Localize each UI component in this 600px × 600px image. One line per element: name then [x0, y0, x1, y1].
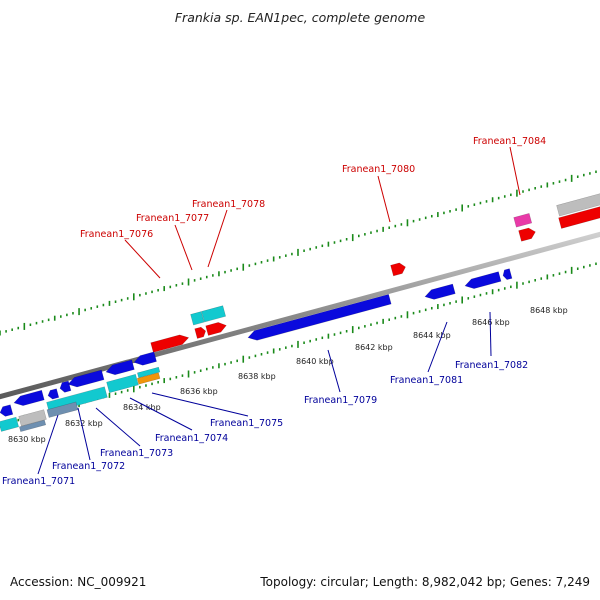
gene-7077[interactable]: [190, 311, 205, 326]
leader-line: [427, 321, 448, 373]
gene-7071b[interactable]: [47, 388, 60, 400]
scale-label: 8648 kbp: [530, 306, 568, 315]
gene-features[interactable]: [0, 192, 600, 432]
leader-line: [124, 239, 161, 279]
gene-7082b[interactable]: [502, 268, 513, 281]
gene-label-7074[interactable]: Franean1_7074: [155, 433, 228, 444]
gene-7074[interactable]: [133, 351, 157, 367]
leader-line: [327, 349, 341, 393]
gene-label-7081[interactable]: Franean1_7081: [390, 375, 463, 386]
genome-summary-text: Topology: circular; Length: 8,982,042 bp…: [260, 575, 590, 589]
scale-label: 8646 kbp: [472, 318, 510, 327]
gene-7077b[interactable]: [201, 305, 226, 323]
leader-line: [151, 392, 249, 417]
gene-7085b[interactable]: [556, 192, 600, 217]
leader-line: [509, 146, 521, 196]
gene-label-7079[interactable]: Franean1_7079: [304, 395, 377, 406]
gene-label-7072[interactable]: Franean1_7072: [52, 461, 125, 472]
gene-7073b[interactable]: [106, 373, 139, 394]
lower-tick-track: [0, 262, 597, 428]
gene-7084[interactable]: [518, 227, 537, 242]
genome-title: Frankia sp. EAN1pec, complete genome: [174, 10, 426, 25]
gene-label-7076[interactable]: Franean1_7076: [80, 229, 153, 240]
scale-label: 8634 kbp: [123, 403, 161, 412]
gene-label-7075[interactable]: Franean1_7075: [210, 418, 283, 429]
gene-7073[interactable]: [105, 359, 135, 377]
genome-backbone: [0, 231, 600, 400]
gene-7082[interactable]: [464, 271, 502, 291]
scale-label: 8632 kbp: [65, 419, 103, 428]
gene-7071f[interactable]: [19, 419, 47, 432]
gene-7070[interactable]: [0, 404, 14, 418]
gene-7081[interactable]: [424, 283, 456, 301]
scale-label: 8640 kbp: [296, 357, 334, 366]
gene-7071c[interactable]: [59, 380, 72, 393]
gene-7071d[interactable]: [0, 416, 19, 432]
scale-label: 8638 kbp: [238, 372, 276, 381]
gene-7078a[interactable]: [194, 326, 207, 339]
reverse-gene-labels: Franean1_7071 Franean1_7072 Franean1_707…: [2, 311, 528, 487]
leader-line: [95, 407, 141, 447]
leader-line: [129, 397, 193, 431]
gene-label-7078[interactable]: Franean1_7078: [192, 199, 265, 210]
gene-7075[interactable]: [136, 372, 161, 385]
leader-line: [207, 209, 228, 268]
scale-label: 8642 kbp: [355, 343, 393, 352]
accession-text: Accession: NC_009921: [10, 575, 147, 589]
leader-line: [377, 175, 391, 223]
leader-line: [174, 224, 193, 271]
scale-labels: 8630 kbp 8632 kbp 8634 kbp 8636 kbp 8638…: [8, 306, 568, 444]
gene-7078[interactable]: [205, 321, 228, 336]
gene-7085[interactable]: [558, 205, 600, 229]
gene-7072[interactable]: [67, 369, 105, 389]
leader-line: [489, 311, 492, 357]
gene-label-7084[interactable]: Franean1_7084: [473, 136, 546, 147]
gene-7076[interactable]: [150, 333, 190, 353]
gene-7080[interactable]: [390, 262, 407, 277]
gene-7084b[interactable]: [513, 213, 533, 228]
gene-label-7071[interactable]: Franean1_7071: [2, 476, 75, 487]
gene-7071[interactable]: [13, 389, 45, 407]
gene-7074b[interactable]: [137, 366, 161, 379]
scale-label: 8630 kbp: [8, 435, 46, 444]
gene-label-7080[interactable]: Franean1_7080: [342, 164, 415, 175]
leader-line: [37, 414, 59, 475]
scale-label: 8636 kbp: [180, 387, 218, 396]
gene-label-7077[interactable]: Franean1_7077: [136, 213, 209, 224]
gene-7079[interactable]: [247, 294, 392, 342]
gene-label-7082[interactable]: Franean1_7082: [455, 360, 528, 371]
scale-label: 8644 kbp: [413, 331, 451, 340]
upper-tick-track: [0, 170, 597, 336]
leader-line: [77, 407, 91, 461]
gene-label-7073[interactable]: Franean1_7073: [100, 448, 173, 459]
gene-7071e[interactable]: [18, 409, 47, 427]
forward-gene-labels: Franean1_7076 Franean1_7077 Franean1_707…: [80, 136, 546, 279]
